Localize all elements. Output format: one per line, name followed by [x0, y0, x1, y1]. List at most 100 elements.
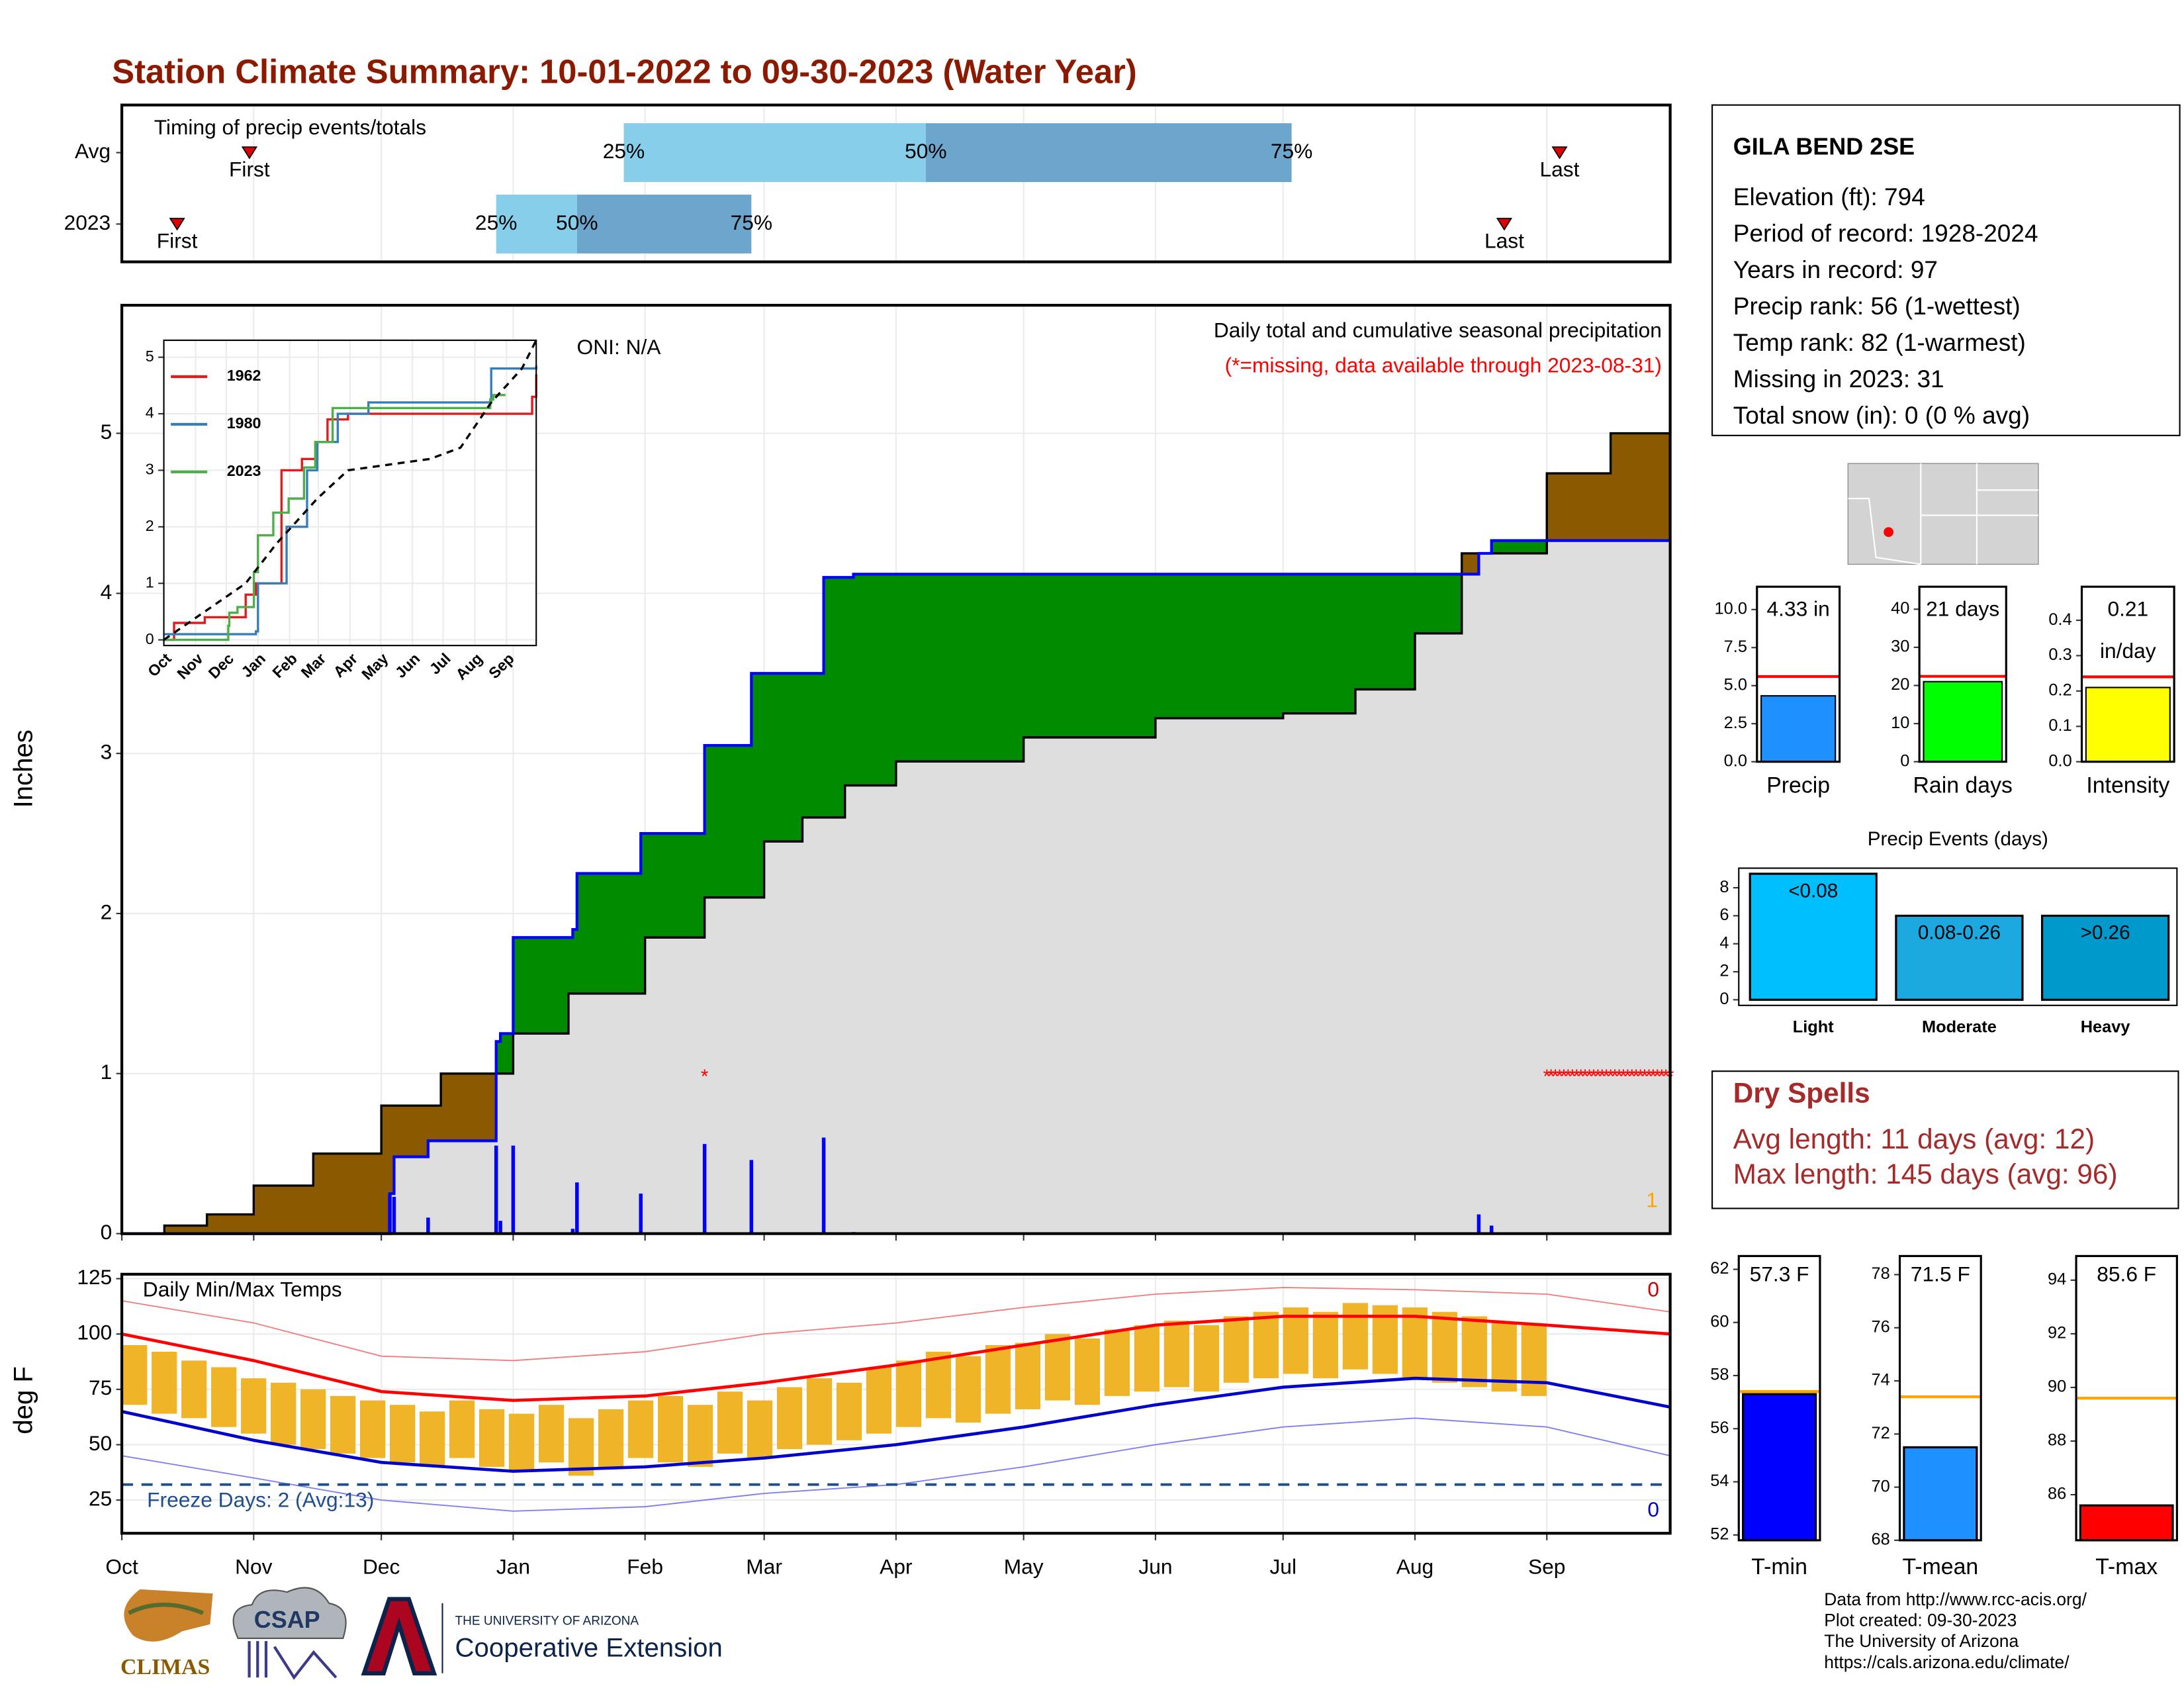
x-tick-label: Light: [1793, 1017, 1835, 1036]
temp-range-bar: [508, 1413, 535, 1472]
events-title: Precip Events (days): [1868, 828, 2048, 850]
missing-marker: *: [1649, 1066, 1657, 1088]
y-tick-label: 40: [1891, 599, 1909, 618]
y-tick-label: 7.5: [1724, 637, 1747, 656]
below-area: [122, 540, 1670, 1234]
event-bar: [1749, 872, 1878, 1001]
temp-range-bar: [598, 1409, 624, 1467]
daily-precip-bar: [498, 1221, 502, 1234]
mini-bar: [1760, 695, 1837, 763]
y-tick-label: 125: [77, 1265, 112, 1289]
timing-marker: [241, 146, 258, 160]
missing-note: (*=missing, data available through 2023-…: [1225, 353, 1662, 377]
normal-min-line: [121, 1376, 1671, 1473]
x-tick-label: Sep: [1528, 1555, 1565, 1579]
temps-title: Daily Min/Max Temps: [143, 1278, 342, 1301]
temp-range-bar: [1193, 1325, 1220, 1392]
inset-series-line: [163, 365, 537, 635]
quartile-bar: [576, 195, 752, 254]
y-tick-label: 74: [1871, 1371, 1889, 1389]
missing-marker: *: [1632, 1066, 1640, 1088]
y-tick-label: 76: [1871, 1317, 1889, 1336]
record-min-count: 0: [1647, 1497, 1659, 1521]
missing-marker: *: [1645, 1066, 1653, 1088]
temp-range-bar: [1074, 1338, 1101, 1405]
mini-frame: [2080, 585, 2175, 763]
y-tick-label: 78: [1871, 1264, 1889, 1283]
legend-label: 2023: [227, 462, 261, 479]
events-frame: [1738, 867, 2178, 1006]
footer-line: Data from http://www.rcc-acis.org/: [1824, 1589, 2087, 1609]
page-title: Station Climate Summary: 10-01-2022 to 0…: [112, 53, 1137, 91]
value-label: 4.33 in: [1767, 597, 1830, 621]
daily-precip-bar: [821, 1137, 826, 1234]
y-tick-label: 90: [2048, 1378, 2066, 1396]
missing-marker: *: [1615, 1066, 1623, 1088]
station-line: Elevation (ft): 794: [1733, 183, 1925, 211]
y-tick-label: 52: [1710, 1525, 1729, 1544]
y-tick-label: 10.0: [1715, 600, 1747, 618]
y-tick-label: 0.3: [2048, 645, 2071, 664]
missing-marker: *: [1551, 1066, 1559, 1088]
legend-label: 1962: [227, 367, 261, 384]
y-tick-label: 2.5: [1724, 714, 1747, 732]
temp-range-bar: [1223, 1316, 1249, 1383]
station-map: [1847, 463, 2039, 565]
value-label: 71.5 F: [1911, 1262, 1970, 1286]
missing-marker: *: [1572, 1066, 1580, 1088]
y-tick-label: 0.2: [2048, 681, 2071, 700]
y-tick-label: 0: [1719, 990, 1729, 1008]
map-land: [1847, 463, 2039, 565]
timing-marker-label: Last: [1484, 228, 1524, 252]
x-tick-label: Jun: [1138, 1555, 1172, 1579]
temp-range-bar: [806, 1378, 833, 1445]
mini-bar: [2085, 686, 2171, 763]
temp-range-bar: [449, 1400, 475, 1458]
plot-frame: [120, 1272, 1672, 1535]
event-bar: [1895, 914, 2024, 1001]
mini-x-label: Rain days: [1913, 773, 2013, 798]
value-label: 57.3 F: [1750, 1262, 1809, 1286]
y-tick-label: 86: [2048, 1485, 2066, 1503]
temp-range-bar: [122, 1344, 148, 1405]
station-line: Missing in 2023: 31: [1733, 365, 1944, 393]
timing-title: Timing of precip events/totals: [154, 115, 426, 139]
dry-spells-title: Dry Spells: [1733, 1077, 1870, 1108]
station-line: Period of record: 1928-2024: [1733, 219, 2038, 247]
timing-marker: [1496, 218, 1513, 231]
ua-ext-text: Cooperative Extension: [455, 1632, 723, 1662]
y-tick-label: 8: [1719, 878, 1729, 896]
station-box: [1711, 104, 2181, 436]
timing-marker: [169, 218, 185, 231]
mini-bar: [1923, 680, 2003, 763]
x-tick-label: Aug: [1396, 1555, 1433, 1579]
temp-range-bar: [1521, 1325, 1547, 1396]
quartile-bar: [623, 123, 926, 182]
csap-logo-marks: [248, 1641, 338, 1680]
temp-range-bar: [627, 1400, 654, 1458]
daily-precip-bar: [575, 1182, 579, 1234]
missing-marker: *: [1565, 1066, 1572, 1088]
y-tick-label: 50: [89, 1431, 112, 1455]
temp-range-bar: [1283, 1307, 1308, 1374]
value-label: 85.6 F: [2097, 1262, 2156, 1286]
y-axis-label: deg F: [9, 1366, 38, 1434]
temp-range-bar: [1044, 1334, 1071, 1401]
count-label: 1: [1646, 1188, 1658, 1211]
missing-marker: *: [1619, 1066, 1627, 1088]
temp-range-bar: [925, 1351, 952, 1419]
y-tick-label: 1: [101, 1060, 113, 1084]
temp-range-bar: [866, 1367, 892, 1434]
tempbar-bar: [1742, 1393, 1817, 1542]
temp-range-bar: [1461, 1316, 1487, 1387]
dry-spells-box: [1711, 1070, 2179, 1209]
y-tick-label: 2023: [64, 211, 111, 234]
y-tick-label: 0.1: [2048, 716, 2071, 735]
missing-marker: *: [1556, 1066, 1564, 1088]
ua-logo-a: [361, 1597, 437, 1675]
quartile-bar: [925, 123, 1292, 182]
temp-range-bar: [211, 1367, 237, 1427]
daily-precip-bar: [392, 1196, 396, 1234]
y-tick-label: 0: [101, 1220, 113, 1244]
